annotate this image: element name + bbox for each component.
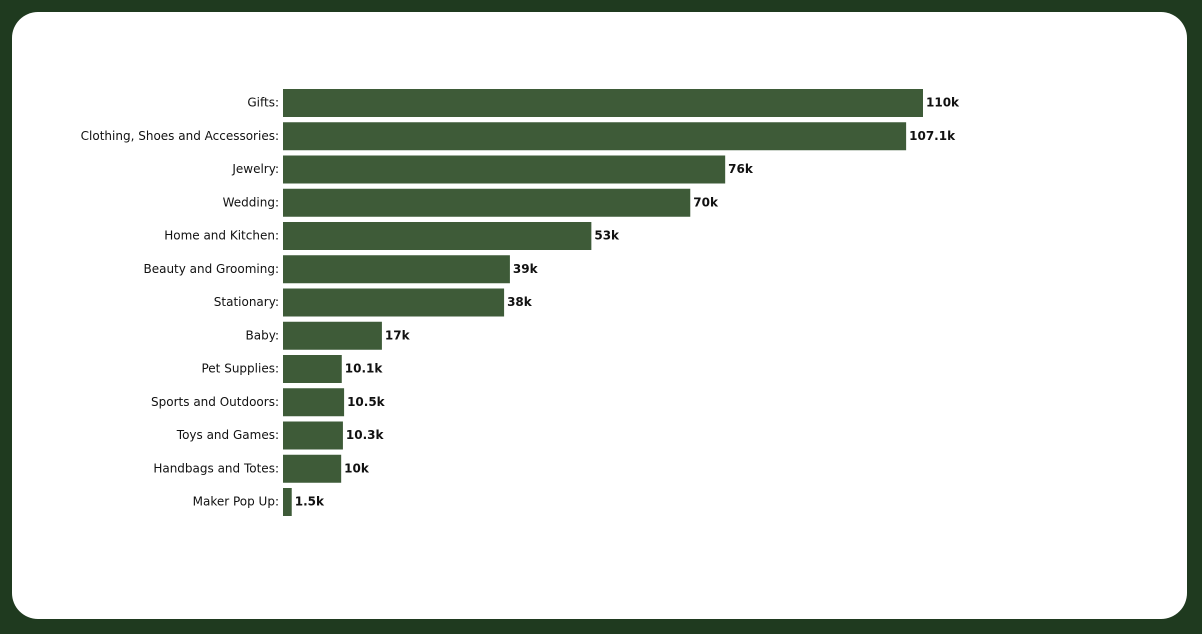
bar bbox=[283, 255, 510, 284]
value-label: 38k bbox=[507, 295, 533, 309]
value-label: 76k bbox=[728, 162, 754, 176]
bar bbox=[283, 454, 342, 483]
category-label: Home and Kitchen: bbox=[164, 229, 279, 243]
bar bbox=[283, 321, 382, 350]
bar bbox=[283, 122, 907, 151]
value-label: 39k bbox=[513, 262, 539, 276]
category-label: Clothing, Shoes and Accessories: bbox=[81, 129, 279, 143]
value-label: 10k bbox=[344, 461, 370, 475]
category-label: Pet Supplies: bbox=[201, 362, 279, 376]
bar bbox=[283, 155, 726, 184]
value-label: 53k bbox=[594, 229, 620, 243]
category-label: Jewelry: bbox=[231, 162, 279, 176]
value-label: 70k bbox=[693, 195, 719, 209]
bar bbox=[283, 355, 342, 383]
bar bbox=[283, 288, 505, 317]
value-label: 10.1k bbox=[345, 362, 384, 376]
value-label: 1.5k bbox=[295, 495, 325, 509]
bar bbox=[283, 89, 923, 117]
category-label: Handbags and Totes: bbox=[153, 461, 279, 475]
bar bbox=[283, 488, 292, 516]
category-label: Wedding: bbox=[223, 195, 279, 209]
category-label: Gifts: bbox=[247, 96, 279, 110]
bar bbox=[283, 421, 343, 450]
category-label: Stationary: bbox=[214, 295, 279, 309]
bar bbox=[283, 188, 691, 217]
value-label: 110k bbox=[926, 96, 960, 110]
category-label: Beauty and Grooming: bbox=[143, 262, 279, 276]
category-label: Maker Pop Up: bbox=[193, 495, 279, 509]
value-label: 17k bbox=[385, 328, 411, 342]
category-label: Sports and Outdoors: bbox=[151, 395, 279, 409]
bar bbox=[283, 388, 345, 417]
value-label: 107.1k bbox=[909, 129, 956, 143]
category-label: Toys and Games: bbox=[176, 428, 279, 442]
value-label: 10.5k bbox=[347, 395, 386, 409]
bar bbox=[283, 222, 592, 250]
value-label: 10.3k bbox=[346, 428, 385, 442]
category-label: Baby: bbox=[246, 328, 279, 342]
